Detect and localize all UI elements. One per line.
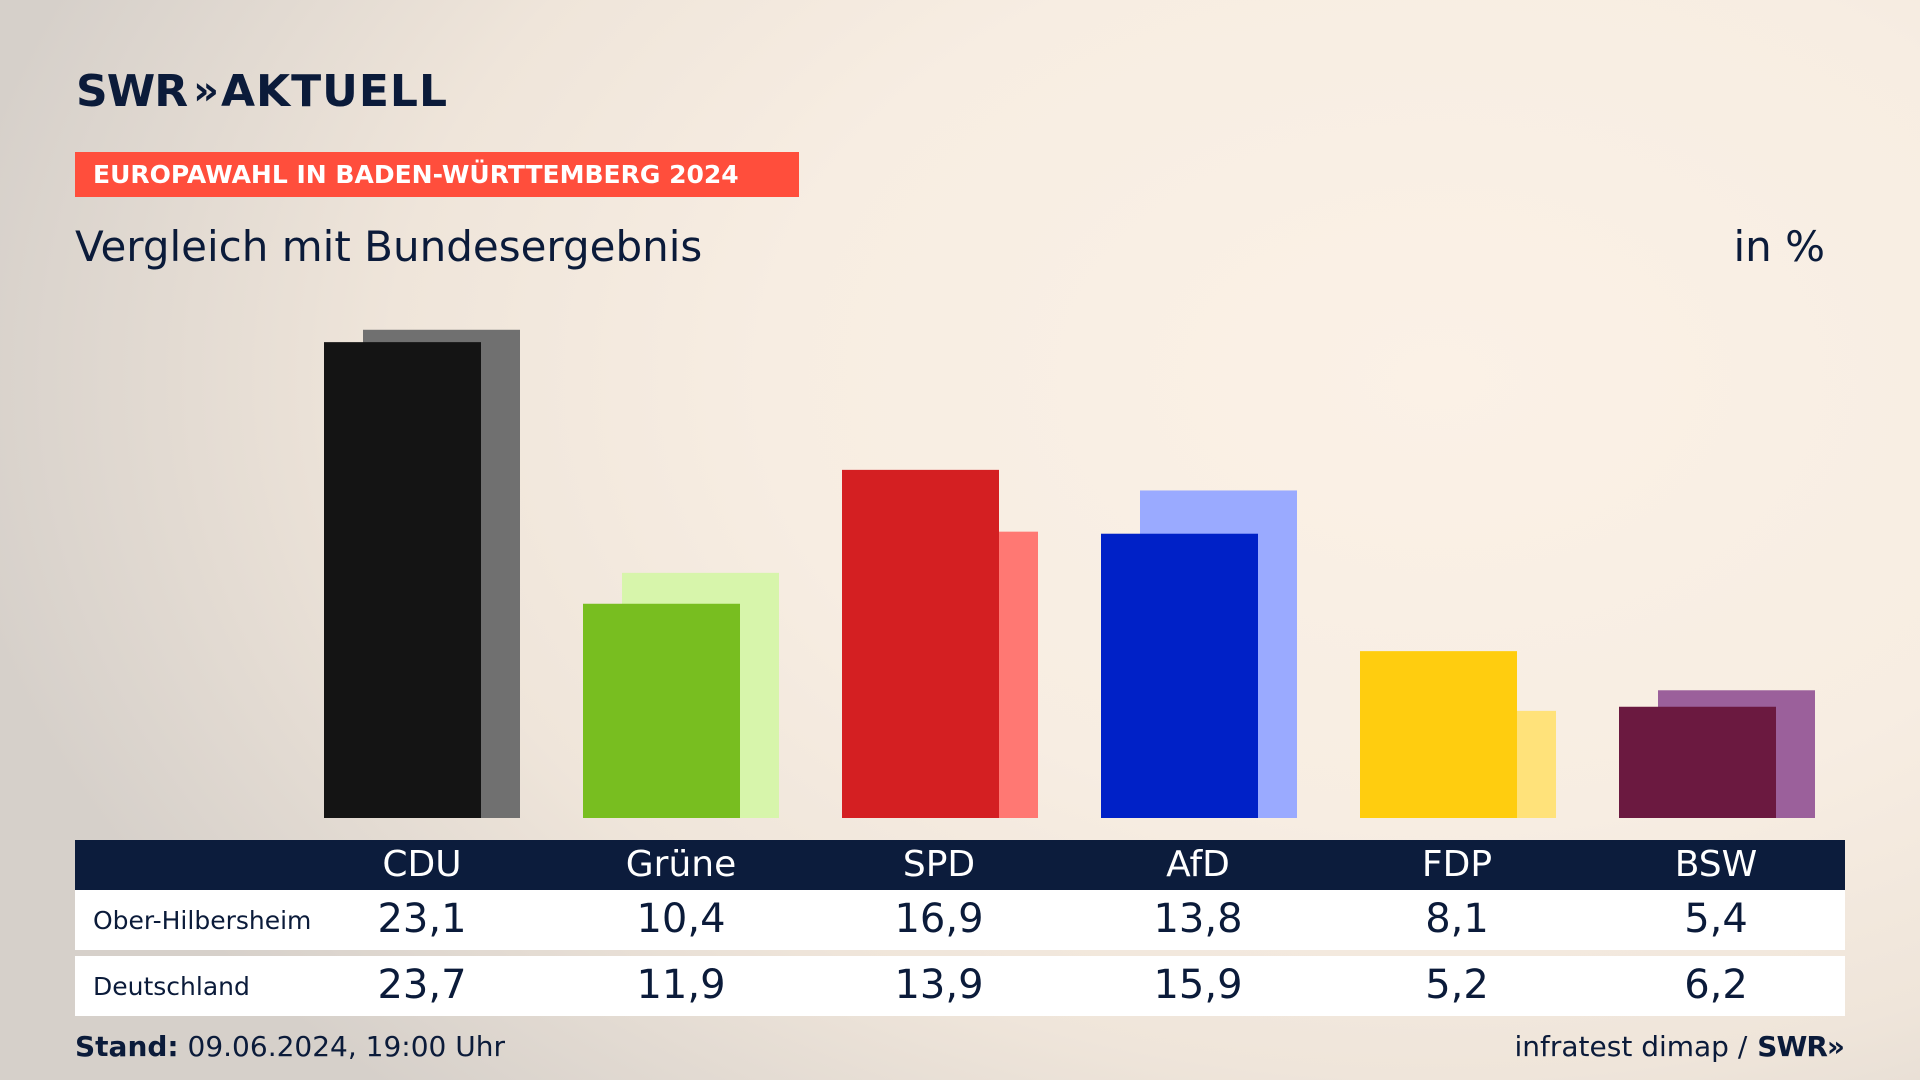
value-cell: 10,4 [636,896,726,942]
party-label-bsw: BSW [1674,844,1758,885]
party-label-fdp: FDP [1421,844,1493,885]
source-text: infratest dimap / [1514,1030,1748,1063]
party-label-afd: AfD [1166,844,1230,885]
value-cell: 11,9 [636,962,726,1008]
election-banner: EUROPAWAHL IN BADEN-WÜRTTEMBERG 2024 [75,152,799,197]
value-cell: 5,4 [1684,896,1748,942]
value-cell: 16,9 [894,896,984,942]
party-label-gruene: Grüne [625,844,737,885]
chart-subtitle: Vergleich mit Bundesergebnis [75,222,703,271]
table-row: Deutschland 23,7 11,9 13,9 15,9 5,2 6,2 [75,956,1845,1016]
bar-chart [324,329,1815,818]
party-label-spd: SPD [902,844,976,885]
bar-fdp-local [1360,651,1517,818]
value-cell: 8,1 [1425,896,1489,942]
logo-swr-text: SWR [76,65,188,117]
value-cell: 5,2 [1425,962,1489,1008]
bar-bsw-local [1619,706,1776,818]
value-cell: 23,1 [377,896,467,942]
row-label-local: Ober-Hilbersheim [93,906,312,935]
bar-spd-local [842,469,999,818]
value-cell: 6,2 [1684,962,1748,1008]
value-cell: 13,9 [894,962,984,1008]
row-label-national: Deutschland [93,972,250,1001]
unit-label: in % [1733,222,1825,271]
swr-aktuell-logo: SWR » AKTUELL [76,65,448,117]
table-row: Ober-Hilbersheim 23,1 10,4 16,9 13,8 8,1… [75,890,1845,950]
bar-gruene-local [583,603,740,818]
bar-cdu-local [324,342,481,818]
source-credit: infratest dimap / SWR» [1514,1030,1845,1063]
party-label-cdu: CDU [382,844,462,885]
table-header: CDU Grüne SPD AfD FDP BSW [75,840,1845,890]
value-cell: 23,7 [377,962,467,1008]
stand-label: Stand: [75,1030,179,1063]
logo-aktuell-text: AKTUELL [220,65,448,117]
value-cell: 13,8 [1153,896,1243,942]
stand-value: 09.06.2024, 19:00 Uhr [187,1030,505,1063]
value-cell: 15,9 [1153,962,1243,1008]
swr-small-logo: SWR» [1757,1030,1845,1063]
timestamp: Stand: 09.06.2024, 19:00 Uhr [75,1030,505,1063]
bar-afd-local [1101,533,1258,818]
